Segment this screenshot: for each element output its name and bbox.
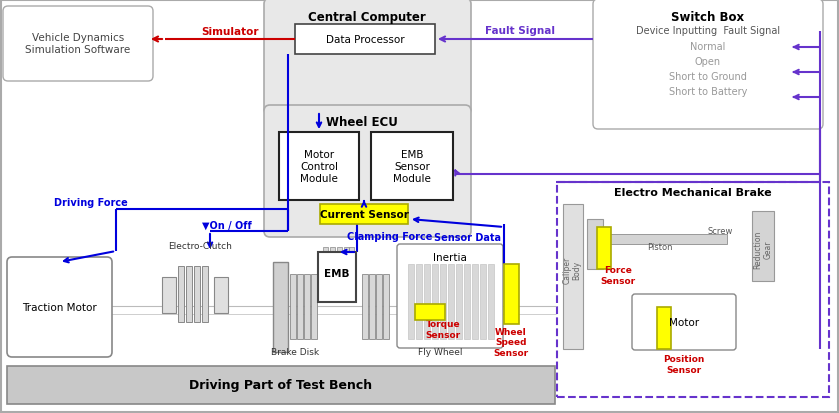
Text: Piston: Piston: [647, 243, 673, 252]
Text: Simulator: Simulator: [201, 27, 258, 37]
Text: ▼On / Off: ▼On / Off: [202, 221, 252, 230]
Text: Driving Part of Test Bench: Driving Part of Test Bench: [190, 379, 373, 392]
Bar: [472, 264, 478, 339]
Bar: [7, 366, 555, 404]
FancyBboxPatch shape: [397, 244, 503, 348]
Bar: [344, 247, 349, 255]
Text: EMB: EMB: [324, 268, 350, 278]
Bar: [456, 264, 462, 339]
Bar: [304, 274, 310, 339]
FancyBboxPatch shape: [7, 257, 112, 357]
Text: Switch Box: Switch Box: [671, 10, 744, 24]
Text: Torque
Sensor: Torque Sensor: [425, 320, 461, 339]
Bar: [504, 264, 519, 324]
Text: Screw: Screw: [707, 227, 732, 236]
Bar: [279, 133, 359, 201]
Text: Position
Sensor: Position Sensor: [664, 354, 705, 374]
Bar: [657, 307, 671, 349]
Text: Vehicle Dynamics
Simulation Software: Vehicle Dynamics Simulation Software: [25, 33, 131, 55]
Bar: [349, 247, 354, 255]
FancyBboxPatch shape: [593, 0, 823, 130]
Text: Electro Mechanical Brake: Electro Mechanical Brake: [614, 188, 772, 197]
Bar: [323, 247, 328, 255]
Bar: [557, 183, 829, 397]
Text: Force
Sensor: Force Sensor: [601, 266, 636, 285]
Bar: [318, 252, 356, 302]
Bar: [295, 25, 435, 55]
Text: Caliper
Body: Caliper Body: [562, 256, 581, 283]
Bar: [311, 274, 317, 339]
Bar: [424, 264, 430, 339]
Text: Traction Motor: Traction Motor: [22, 302, 96, 312]
Text: Fly Wheel: Fly Wheel: [418, 348, 462, 357]
Text: Inertia: Inertia: [433, 252, 467, 262]
Text: Driving Force: Driving Force: [55, 197, 128, 207]
Bar: [297, 274, 303, 339]
Text: Current Sensor: Current Sensor: [320, 209, 409, 219]
Bar: [178, 266, 184, 322]
Text: Wheel
Speed
Sensor: Wheel Speed Sensor: [493, 328, 529, 357]
FancyBboxPatch shape: [3, 7, 153, 82]
Bar: [376, 274, 382, 339]
Text: Short to Battery: Short to Battery: [669, 87, 748, 97]
Text: Open: Open: [695, 57, 721, 67]
Text: Motor
Control
Module: Motor Control Module: [300, 150, 338, 183]
Text: Sensor Data: Sensor Data: [435, 233, 502, 242]
FancyBboxPatch shape: [632, 294, 736, 350]
Bar: [597, 228, 611, 269]
Text: Reduction
Gear: Reduction Gear: [753, 230, 773, 268]
Bar: [362, 274, 368, 339]
Bar: [369, 274, 375, 339]
Text: Motor: Motor: [669, 317, 699, 327]
Bar: [330, 247, 335, 255]
FancyBboxPatch shape: [264, 106, 471, 237]
Bar: [194, 266, 200, 322]
Bar: [563, 204, 583, 349]
Bar: [752, 211, 774, 281]
Bar: [202, 266, 208, 322]
Bar: [273, 262, 288, 352]
Bar: [488, 264, 494, 339]
Bar: [383, 274, 389, 339]
Bar: [162, 277, 176, 313]
Text: Short to Ground: Short to Ground: [669, 72, 747, 82]
Text: EMB
Sensor
Module: EMB Sensor Module: [393, 150, 431, 183]
Text: Clamping Force: Clamping Force: [347, 231, 433, 242]
Bar: [290, 274, 296, 339]
FancyBboxPatch shape: [264, 0, 471, 116]
Bar: [320, 204, 408, 224]
Bar: [480, 264, 486, 339]
Bar: [415, 304, 445, 320]
Bar: [464, 264, 470, 339]
Bar: [607, 235, 727, 244]
Bar: [416, 264, 422, 339]
Bar: [337, 247, 342, 255]
Text: Brake Disk: Brake Disk: [271, 348, 319, 357]
Bar: [432, 264, 438, 339]
Text: Fault Signal: Fault Signal: [485, 26, 555, 36]
Text: Device Inputting  Fault Signal: Device Inputting Fault Signal: [636, 26, 780, 36]
Bar: [186, 266, 192, 322]
Text: Wheel ECU: Wheel ECU: [326, 116, 398, 129]
Text: Central Computer: Central Computer: [308, 10, 426, 24]
Bar: [214, 277, 228, 313]
Bar: [587, 219, 603, 269]
Bar: [440, 264, 446, 339]
Bar: [371, 133, 453, 201]
Bar: [408, 264, 414, 339]
Bar: [448, 264, 454, 339]
Text: Electro-Clutch: Electro-Clutch: [168, 242, 232, 251]
Text: Data Processor: Data Processor: [326, 35, 404, 45]
Text: Normal: Normal: [690, 42, 726, 52]
